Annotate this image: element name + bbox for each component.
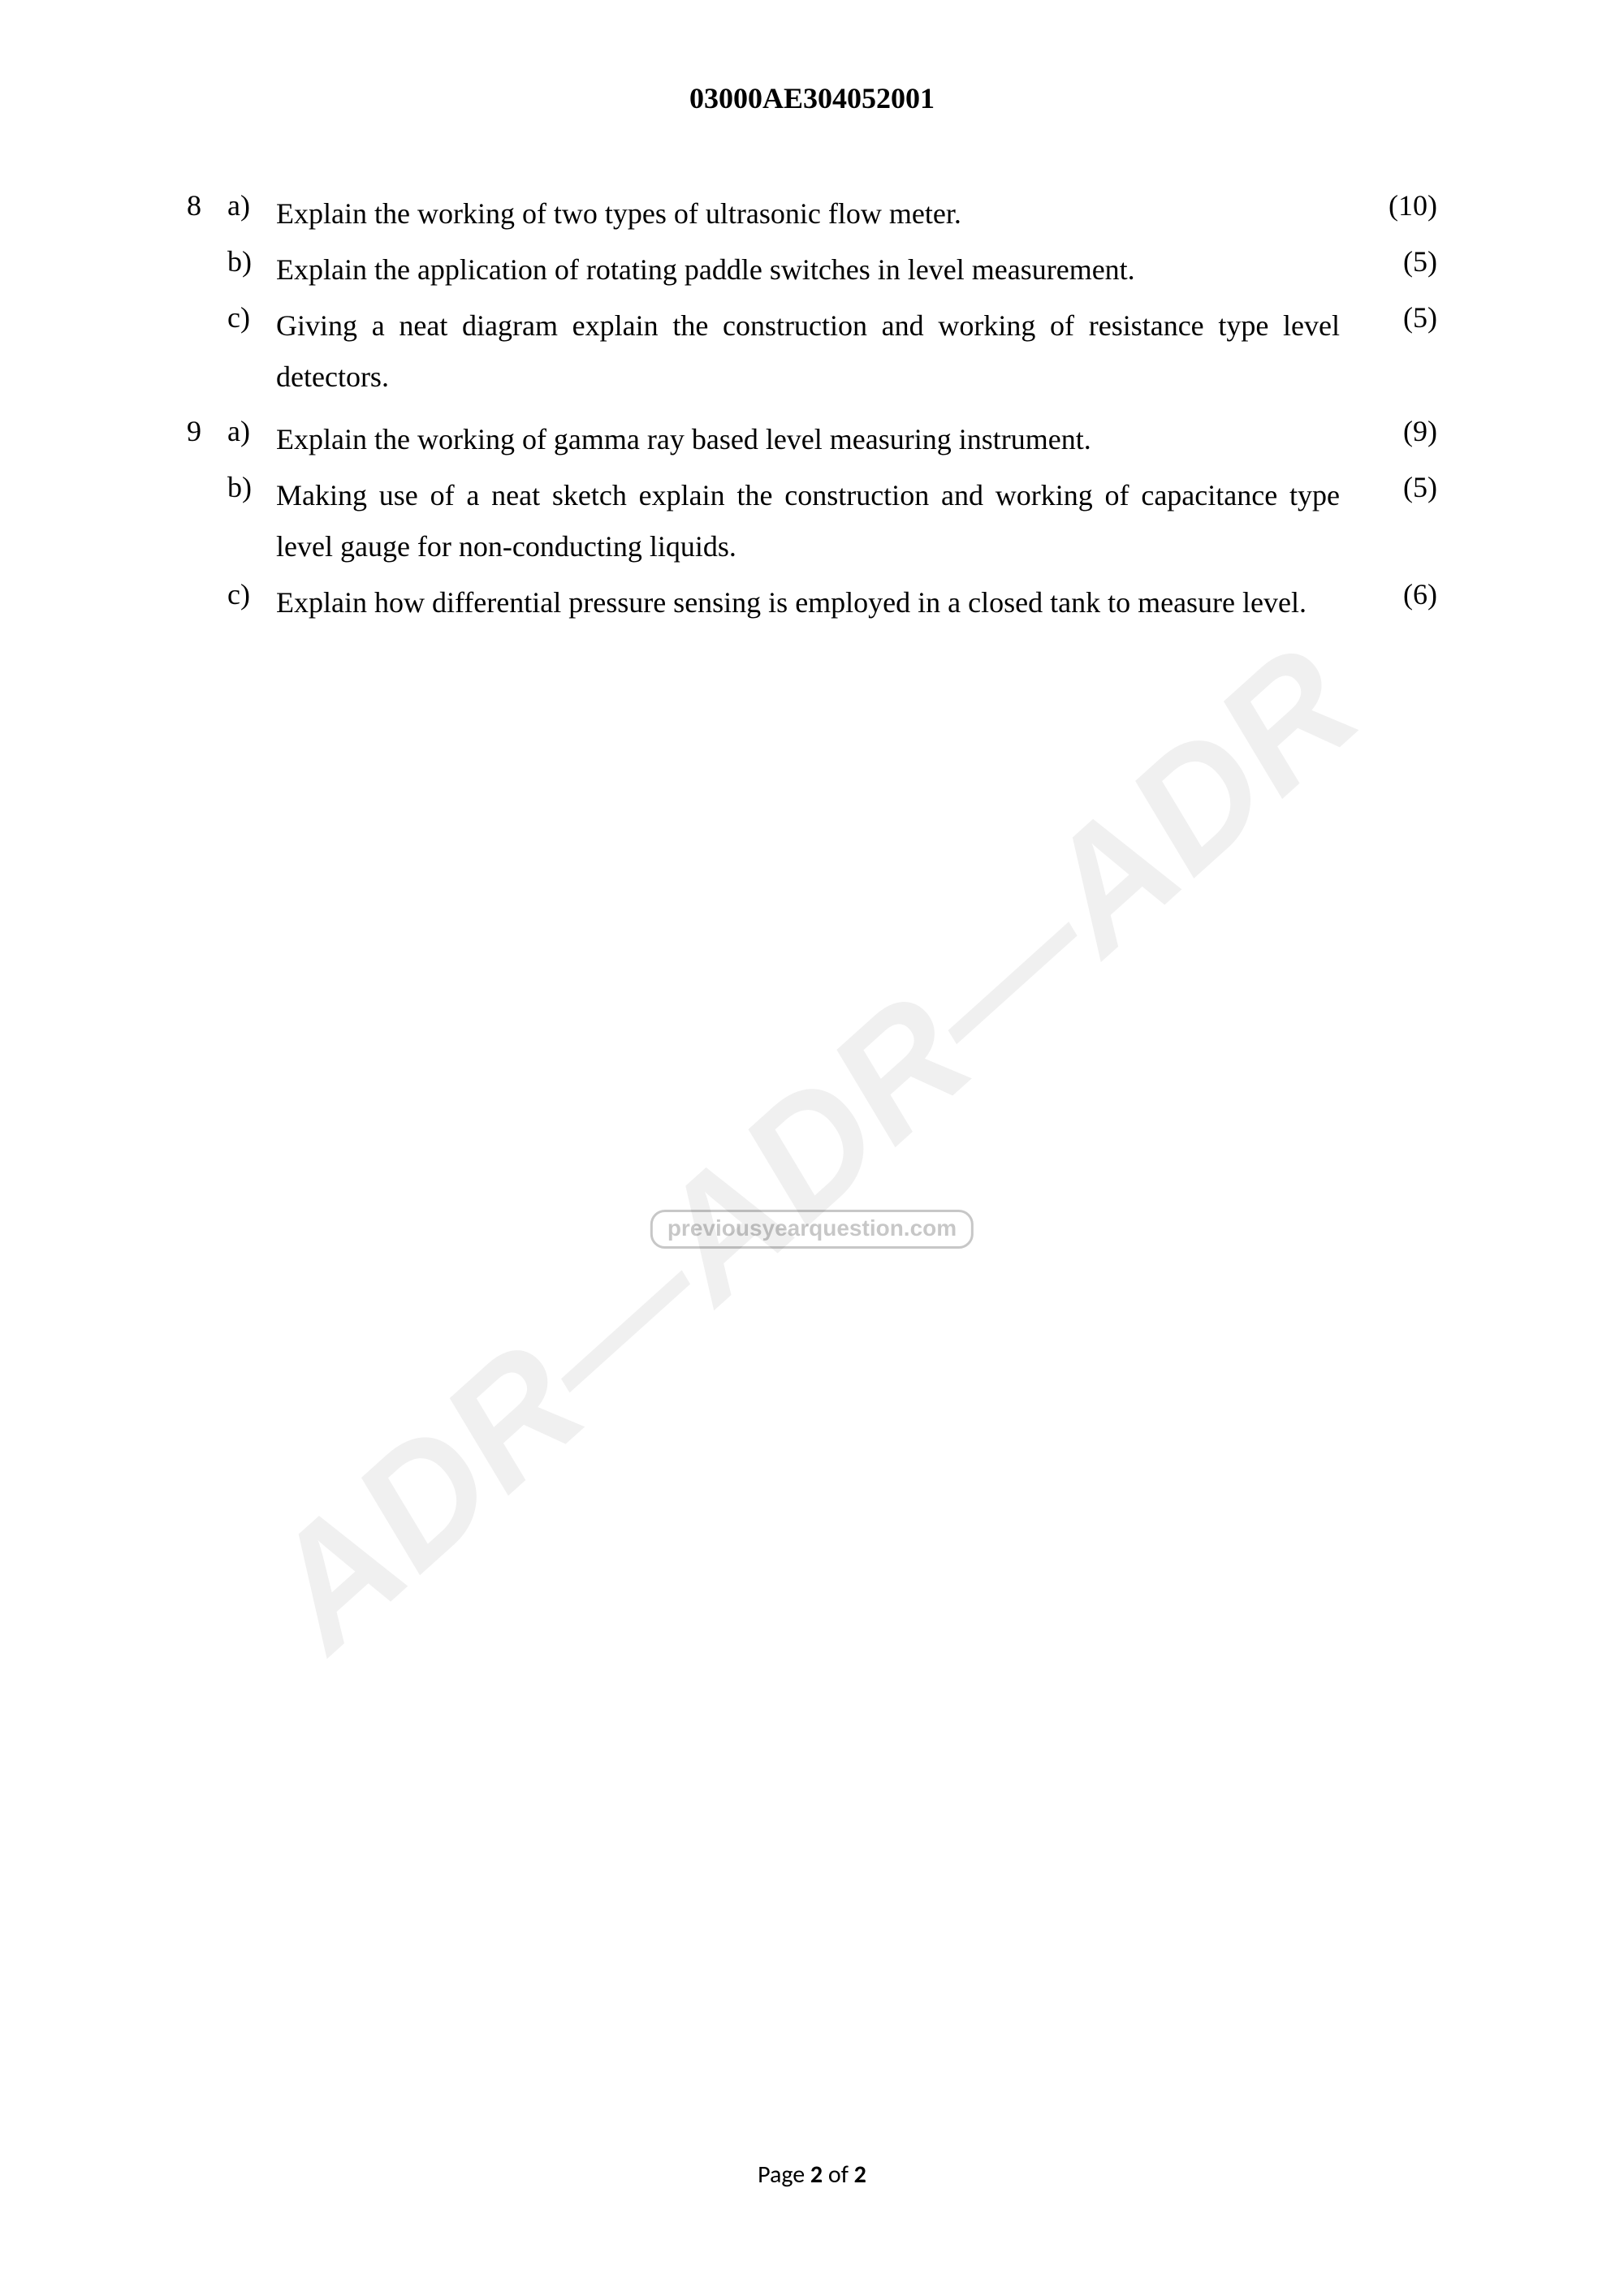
marks: (6) bbox=[1364, 577, 1437, 611]
question-text: Explain the application of rotating padd… bbox=[276, 244, 1364, 296]
marks: (10) bbox=[1364, 188, 1437, 222]
question-number: 9 bbox=[187, 414, 227, 448]
question-row: b) Explain the application of rotating p… bbox=[187, 244, 1437, 296]
question-row: 9 a) Explain the working of gamma ray ba… bbox=[187, 414, 1437, 465]
footer-total-pages: 2 bbox=[854, 2160, 866, 2190]
part-label: b) bbox=[227, 244, 276, 278]
part-label: a) bbox=[227, 414, 276, 448]
question-text: Giving a neat diagram explain the constr… bbox=[276, 300, 1364, 403]
question-row: b) Making use of a neat sketch explain t… bbox=[187, 470, 1437, 572]
watermark-pill: previousyearquestion.com bbox=[650, 1210, 974, 1249]
question-text: Explain how differential pressure sensin… bbox=[276, 577, 1364, 628]
part-label: a) bbox=[227, 188, 276, 222]
page-content: 03000AE304052001 8 a) Explain the workin… bbox=[187, 81, 1437, 633]
part-label: c) bbox=[227, 577, 276, 611]
question-text: Explain the working of two types of ultr… bbox=[276, 188, 1364, 240]
question-row: c) Giving a neat diagram explain the con… bbox=[187, 300, 1437, 403]
question-text: Making use of a neat sketch explain the … bbox=[276, 470, 1364, 572]
question-number: 8 bbox=[187, 188, 227, 222]
part-label: c) bbox=[227, 300, 276, 334]
marks: (5) bbox=[1364, 470, 1437, 504]
footer-current-page: 2 bbox=[810, 2160, 823, 2190]
page-footer: Page 2 of 2 bbox=[0, 2160, 1624, 2190]
footer-prefix: Page bbox=[758, 2160, 810, 2190]
marks: (5) bbox=[1364, 244, 1437, 278]
marks: (9) bbox=[1364, 414, 1437, 448]
question-row: c) Explain how differential pressure sen… bbox=[187, 577, 1437, 628]
watermark-diagonal: ADR—ADR—ADR bbox=[230, 611, 1394, 1685]
question-row: 8 a) Explain the working of two types of… bbox=[187, 188, 1437, 240]
marks: (5) bbox=[1364, 300, 1437, 334]
footer-sep: of bbox=[823, 2160, 854, 2190]
paper-code: 03000AE304052001 bbox=[187, 81, 1437, 115]
question-text: Explain the working of gamma ray based l… bbox=[276, 414, 1364, 465]
part-label: b) bbox=[227, 470, 276, 504]
